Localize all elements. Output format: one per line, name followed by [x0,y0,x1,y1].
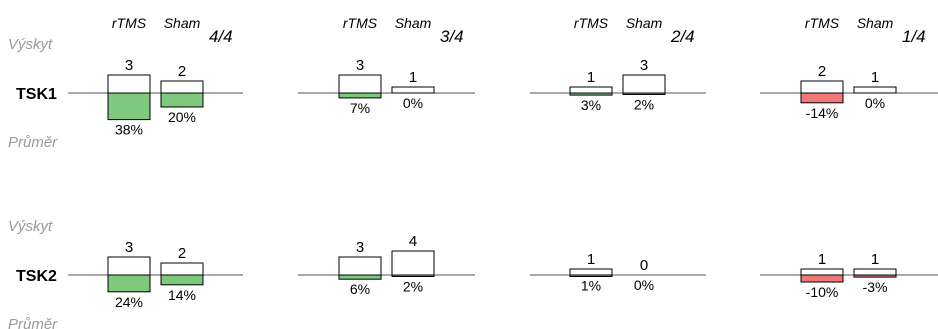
mean-bar [391,274,435,277]
percent-label: 2% [403,278,423,294]
mean-label: Průměr [8,316,58,329]
mean-bar [107,92,151,121]
occurrence-bar [800,268,844,276]
mean-bar [338,274,382,280]
occurrence-bar [853,86,897,94]
occurrence-bar [338,74,382,94]
occurrence-bar [800,80,844,94]
occurrence-bar [391,86,435,94]
mean-bar [800,274,844,283]
percent-label: 14% [168,287,196,303]
column-fraction: 3/4 [440,27,464,46]
mean-bar [160,274,204,286]
series-header-rtms: rTMS [805,15,840,31]
mean-bar [160,92,204,108]
percent-label: 6% [350,281,370,297]
occurrence-bar [160,262,204,276]
count-label: 2 [818,63,826,80]
mean-bar [853,274,897,278]
column-fraction: 2/4 [670,27,695,46]
series-header-sham: Sham [626,15,663,31]
column-fraction: 4/4 [209,27,233,46]
row-label: TSK1 [16,86,57,103]
series-header-sham: Sham [164,15,201,31]
percent-label: 7% [350,100,370,116]
mean-bar [800,92,844,104]
percent-label: 0% [403,95,423,111]
count-label: 3 [640,57,648,74]
mean-bar [569,92,613,96]
series-header-sham: Sham [857,15,894,31]
count-label: 3 [356,57,364,74]
mean-bar [338,92,382,99]
occurrence-bar [391,250,435,276]
percent-label: 0% [865,95,885,111]
count-label: 1 [587,69,595,86]
mean-bar [107,274,151,293]
occurrence-bar [338,256,382,276]
series-header-rtms: rTMS [343,15,378,31]
percent-label: -3% [863,279,888,295]
count-label: 2 [178,245,186,262]
count-label: 1 [871,251,879,268]
occurrence-label: Výskyt [8,218,53,235]
occurrence-bar [569,86,613,94]
series-header-rtms: rTMS [574,15,609,31]
percent-label: 1% [581,278,601,294]
percent-label: -10% [806,284,839,300]
percent-label: 24% [115,294,143,310]
count-label: 3 [125,57,133,74]
occurrence-bar [160,80,204,94]
percent-label: 3% [581,97,601,113]
percent-label: 2% [634,96,654,112]
mean-bar [569,274,613,277]
series-header-sham: Sham [395,15,432,31]
count-label: 3 [356,239,364,256]
count-label: 3 [125,239,133,256]
percent-label: 0% [634,277,654,293]
count-label: 1 [818,251,826,268]
occurrence-bar [569,268,613,276]
mean-label: Průměr [8,134,58,151]
count-label: 0 [640,257,648,274]
occurrence-bar [622,74,666,94]
count-label: 1 [871,69,879,86]
percent-label: -14% [806,105,839,121]
count-label: 1 [409,69,417,86]
occurrence-bar [107,256,151,276]
count-label: 4 [409,233,417,250]
percent-label: 20% [168,109,196,125]
count-label: 2 [178,63,186,80]
occurrence-bar [107,74,151,94]
count-label: 1 [587,251,595,268]
occurrence-label: Výskyt [8,36,53,53]
column-fraction: 1/4 [902,27,926,46]
series-header-rtms: rTMS [112,15,147,31]
occurrence-bar [853,268,897,276]
mean-bar [622,92,666,95]
row-label: TSK2 [16,268,57,285]
percent-label: 38% [115,122,143,138]
